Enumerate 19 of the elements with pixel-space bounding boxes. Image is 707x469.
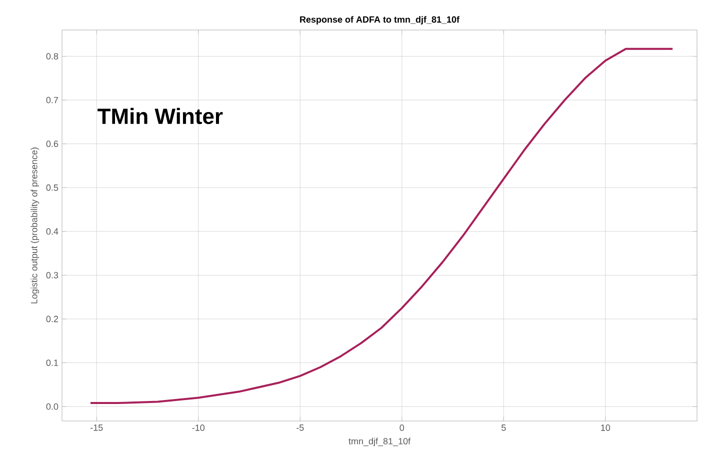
y-tick-label: 0.5 (46, 184, 58, 191)
x-tick-label: -5 (296, 424, 304, 431)
x-tick-label: -15 (90, 424, 103, 431)
annotation: TMin Winter (98, 108, 223, 124)
x-tick-label: 5 (502, 424, 506, 431)
chart-title: Response of ADFA to tmn_djf_81_10f (300, 16, 460, 24)
x-tick-label: 10 (601, 424, 610, 431)
x-tick-label: -10 (192, 424, 205, 431)
y-tick-label: 0.8 (46, 53, 58, 60)
y-tick-label: 0.0 (46, 403, 58, 410)
y-axis-title: Logistic output (probability of presence) (30, 148, 40, 304)
y-tick-label: 0.7 (46, 96, 58, 104)
y-tick-label: 0.3 (46, 272, 58, 278)
y-tick-label: 0.1 (46, 360, 58, 366)
y-tick-label: 0.6 (46, 140, 58, 148)
x-tick-label: 0 (400, 424, 404, 431)
y-tick-label: 0.4 (46, 228, 58, 235)
y-tick-label: 0.2 (46, 316, 58, 322)
x-axis-title: tmn_djf_81_10f (348, 438, 411, 446)
